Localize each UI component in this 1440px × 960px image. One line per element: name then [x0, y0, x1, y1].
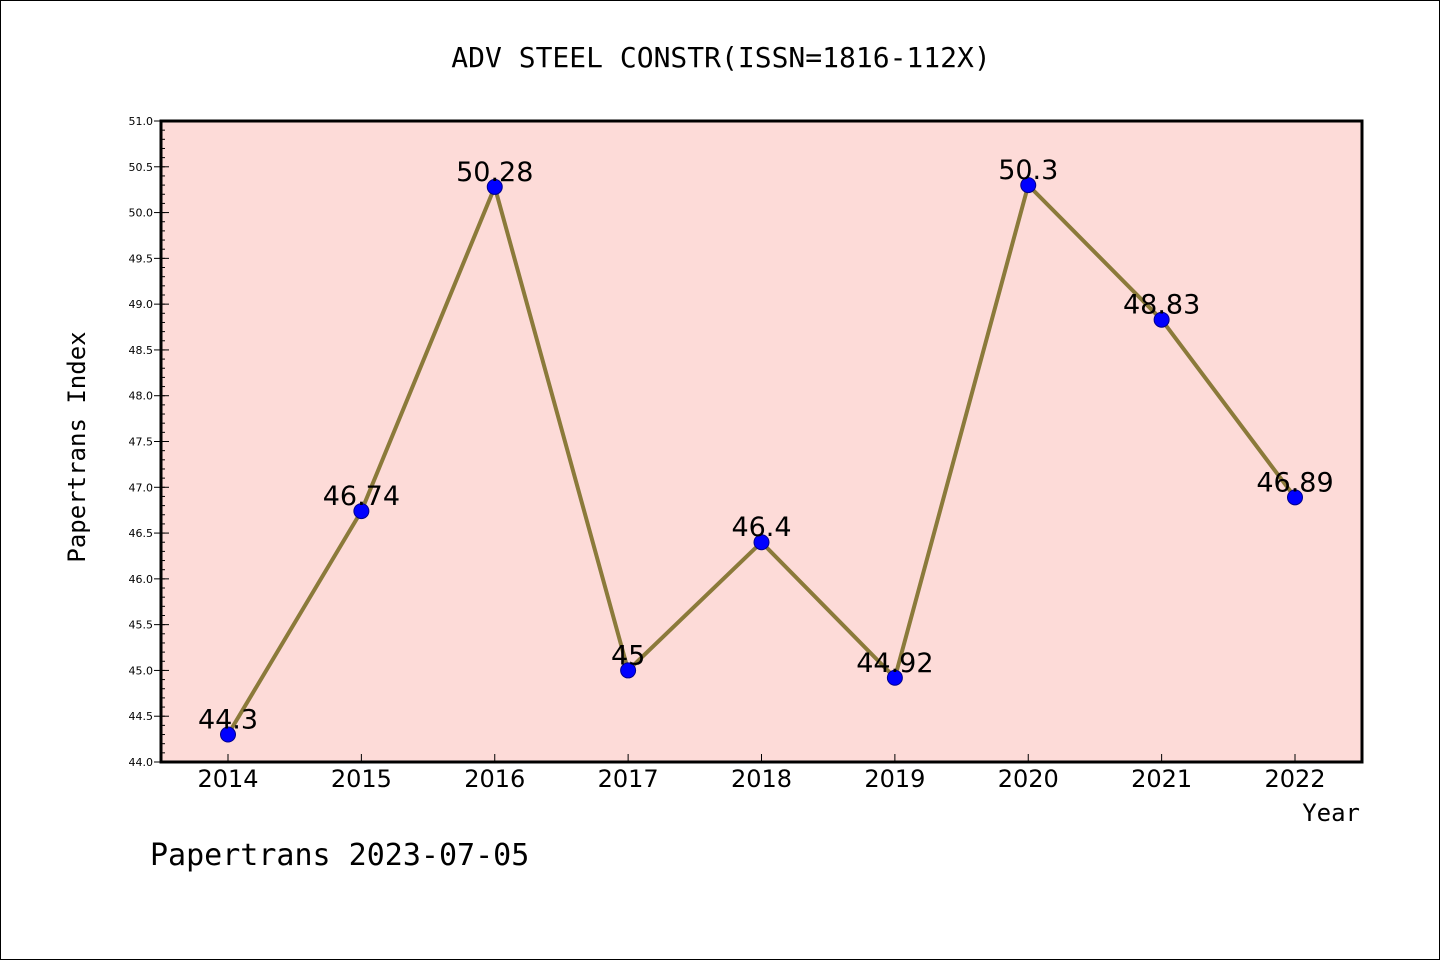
- y-tick-label: 48.5: [129, 344, 154, 357]
- data-label: 46.89: [1256, 467, 1333, 498]
- data-point: [620, 662, 637, 679]
- data-point: [486, 178, 503, 195]
- x-tick-label: 2017: [598, 765, 659, 793]
- x-tick-label: 2015: [331, 765, 392, 793]
- data-label: 48.83: [1123, 290, 1200, 321]
- y-tick-label: 50.0: [129, 207, 154, 220]
- y-tick-label: 49.5: [129, 252, 154, 265]
- y-tick-label: 45.5: [129, 619, 154, 632]
- data-label: 46.74: [323, 481, 400, 512]
- data-point-markers: [220, 177, 1303, 743]
- y-tick-label: 47.5: [129, 436, 154, 449]
- y-axis-tick-labels: 44.0 44.5 45.0 45.5 46.0 46.5 47.0 47.5 48.0 48.5…: [129, 115, 154, 769]
- chart-title: ADV STEEL CONSTR(ISSN=1816-112X): [451, 41, 990, 74]
- data-label: 44.92: [856, 648, 933, 679]
- data-labels: 44.3 46.74 50.28 45 46.4 44.92 50.3 48.83 46.89: [198, 155, 1334, 735]
- data-point: [886, 669, 903, 686]
- data-label: 50.28: [456, 157, 533, 188]
- x-tick-label: 2018: [731, 765, 792, 793]
- data-label: 46.4: [731, 512, 791, 543]
- data-point: [353, 503, 370, 520]
- x-tick-label: 2019: [864, 765, 925, 793]
- y-tick-label: 46.5: [129, 527, 154, 540]
- plot-area: [161, 121, 1362, 762]
- data-label: 50.3: [998, 155, 1058, 186]
- plot-border: [159, 119, 1364, 764]
- y-tick-label: 45.0: [129, 664, 154, 677]
- data-point: [1153, 311, 1170, 328]
- data-point: [1287, 489, 1303, 506]
- x-tick-label: 2016: [464, 765, 525, 793]
- data-label: 44.3: [198, 705, 258, 736]
- data-point: [220, 726, 236, 743]
- x-axis-label: Year: [1302, 799, 1360, 827]
- y-tick-label: 44.0: [129, 756, 154, 769]
- y-tick-label: 49.0: [129, 298, 154, 311]
- data-point: [753, 534, 770, 551]
- data-label: 45: [611, 640, 645, 671]
- y-tick-label: 46.0: [129, 573, 154, 586]
- data-point: [1020, 177, 1037, 194]
- y-tick-label: 48.0: [129, 390, 154, 403]
- y-tick-label: 44.5: [129, 710, 154, 723]
- x-tick-label: 2021: [1131, 765, 1192, 793]
- x-tick-label: 2020: [998, 765, 1059, 793]
- y-tick-label: 50.5: [129, 161, 154, 174]
- x-tick-label: 2022: [1264, 765, 1325, 793]
- y-axis-label: Papertrans Index: [63, 331, 91, 562]
- y-tick-label: 51.0: [129, 115, 154, 128]
- x-tick-label: 2014: [197, 765, 258, 793]
- footer-text: Papertrans 2023-07-05: [150, 838, 529, 873]
- x-axis-tick-labels: 2014 2015 2016 2017 2018 2019 2020 2021 2022: [197, 765, 1325, 793]
- y-tick-label: 47.0: [129, 481, 154, 494]
